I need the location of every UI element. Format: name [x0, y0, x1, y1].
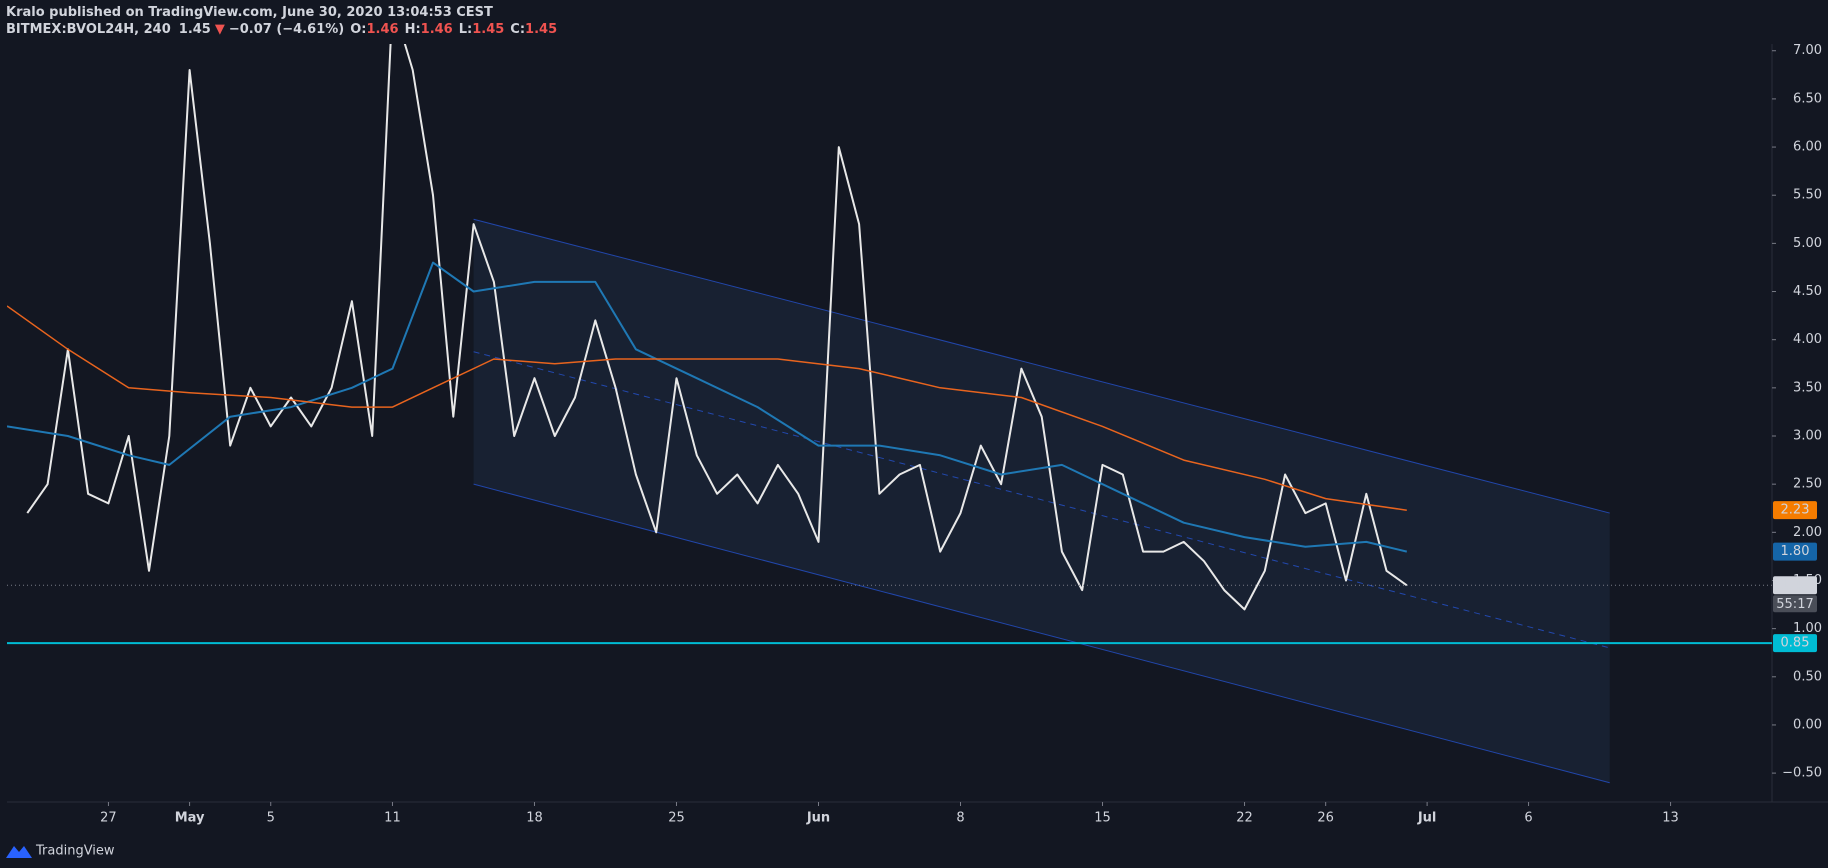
- y-tick-label: 3.00: [1793, 429, 1822, 444]
- price-tag-label: 1.80: [1781, 544, 1810, 559]
- countdown-box: [1773, 595, 1817, 613]
- y-tick-label: −0.50: [1782, 766, 1822, 781]
- channel-upper: [473, 218, 1610, 514]
- ohlc-value: 1.45: [472, 22, 504, 37]
- countdown: 55:17: [1776, 597, 1813, 612]
- x-tick-label: 25: [668, 811, 685, 826]
- price-tag: [1773, 501, 1817, 520]
- y-tick-label: 0.50: [1793, 669, 1822, 684]
- logo: [6, 846, 32, 858]
- x-tick-label: 13: [1662, 811, 1679, 826]
- ohlc-label: L:: [459, 22, 472, 37]
- x-tick-label: 27: [100, 811, 117, 826]
- y-tick-label: 5.50: [1793, 188, 1822, 203]
- price-tag-label: 2.23: [1781, 503, 1810, 518]
- ohlc-value: 1.45: [525, 22, 557, 37]
- y-tick-label: 0.00: [1793, 717, 1822, 732]
- y-tick-label: 2.50: [1793, 477, 1822, 492]
- brand: TradingView: [35, 844, 115, 859]
- x-tick-label: Jun: [806, 811, 830, 826]
- channel-fill: [473, 219, 1610, 783]
- ohlc-value: 1.46: [421, 22, 453, 37]
- price-tag: [1773, 542, 1817, 561]
- x-tick-label: May: [175, 811, 205, 826]
- x-tick-label: 18: [526, 811, 543, 826]
- price-tag: [1773, 576, 1817, 595]
- y-tick-label: 4.50: [1793, 284, 1822, 299]
- y-tick-label: 3.50: [1793, 380, 1822, 395]
- x-tick-label: 5: [267, 811, 275, 826]
- y-tick-label: 2.00: [1793, 525, 1822, 540]
- price-tag: [1773, 634, 1817, 653]
- ohlc-label: C:: [510, 22, 525, 37]
- y-tick-label: 7.00: [1793, 43, 1822, 58]
- y-tick-label: 1.00: [1793, 621, 1822, 636]
- channel-mid: [473, 351, 1610, 649]
- ohlc-label: O:: [350, 22, 366, 37]
- price-tag-label: 1.45: [1781, 578, 1810, 593]
- x-tick-label: 26: [1317, 811, 1334, 826]
- channel-lower: [473, 483, 1610, 784]
- x-tick-label: 22: [1236, 811, 1253, 826]
- plot-area: [7, 44, 1772, 784]
- series-line: [26, 44, 1408, 611]
- footer: TradingView: [6, 844, 115, 859]
- y-tick-label: 4.00: [1793, 332, 1822, 347]
- x-tick-label: Jul: [1417, 811, 1437, 826]
- x-tick-label: 11: [384, 811, 401, 826]
- publisher: Kralo published on TradingView.com, June…: [6, 5, 493, 20]
- ohlc-label: H:: [405, 22, 421, 37]
- x-tick-label: 8: [956, 811, 964, 826]
- price-tag-label: 0.85: [1781, 636, 1810, 651]
- x-tick-label: 6: [1524, 811, 1532, 826]
- series-line: [7, 305, 1407, 511]
- y-tick-label: 5.00: [1793, 236, 1822, 251]
- y-tick-label: 6.50: [1793, 91, 1822, 106]
- x-tick-label: 15: [1094, 811, 1111, 826]
- y-tick-label: 6.00: [1793, 140, 1822, 155]
- ohlc-value: 1.46: [366, 22, 398, 37]
- series-line: [7, 261, 1408, 553]
- symbol-line: BITMEX:BVOL24H, 240 1.45 ▼ −0.07 (−4.61%) O:…: [6, 22, 557, 37]
